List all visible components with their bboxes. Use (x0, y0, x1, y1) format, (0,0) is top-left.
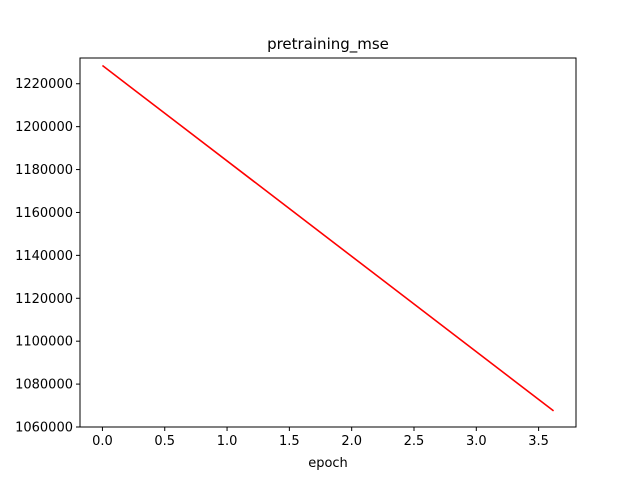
y-axis: 1060000 1080000 1100000 1120000 1140000 11600… (15, 77, 80, 436)
y-tick-label: 1160000 (15, 206, 73, 221)
x-tick-label: 1.5 (279, 434, 300, 449)
plot-area (79, 57, 577, 428)
series-line (101, 64, 555, 412)
axes-frame (79, 57, 577, 428)
x-tick-label: 2.5 (404, 434, 425, 449)
x-tick-label: 1.0 (217, 434, 238, 449)
y-tick-label: 1140000 (15, 249, 73, 264)
y-tick-label: 1120000 (15, 292, 73, 307)
x-tick-label: 3.0 (466, 434, 487, 449)
y-tick-label: 1200000 (15, 120, 73, 135)
x-tick-label: 2.0 (341, 434, 362, 449)
x-tick-label: 3.5 (528, 434, 549, 449)
x-tick-label: 0.0 (92, 434, 113, 449)
y-tick-label: 1100000 (15, 335, 73, 350)
x-tick-label: 0.5 (154, 434, 175, 449)
y-tick-label: 1180000 (15, 163, 73, 178)
x-axis-label: epoch (308, 456, 348, 471)
y-tick-label: 1220000 (15, 77, 73, 92)
chart-title: pretraining_mse (267, 35, 389, 54)
x-axis: 0.0 0.5 1.0 1.5 2.0 2.5 3.0 3.5 (92, 427, 549, 449)
y-tick-label: 1060000 (15, 421, 73, 436)
series-layer (101, 64, 555, 412)
y-tick-label: 1080000 (15, 378, 73, 393)
